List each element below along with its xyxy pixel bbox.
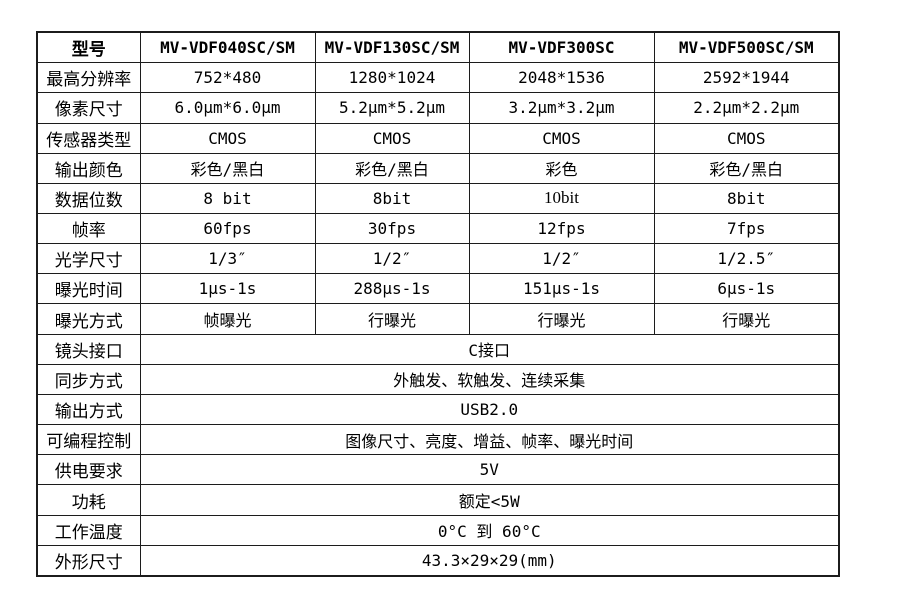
spec-cell: CMOS [653, 122, 840, 154]
column-header-model: MV-VDF300SC [468, 31, 655, 64]
model-label-header: 型号 [36, 31, 141, 64]
table-row: 最高分辨率 752*480 1280*1024 2048*1536 2592*1944 [36, 62, 840, 94]
spec-cell-span: 43.3×29×29(mm) [139, 544, 840, 577]
spec-cell: 行曝光 [653, 303, 840, 335]
spec-cell: 1μs-1s [139, 273, 316, 305]
column-header-model: MV-VDF500SC/SM [653, 31, 840, 64]
spec-cell: 2.2μm*2.2μm [653, 92, 840, 124]
row-label: 工作温度 [36, 514, 141, 546]
spec-cell-span: USB2.0 [139, 393, 840, 426]
spec-cell: 12fps [468, 213, 655, 245]
row-label: 曝光时间 [36, 273, 141, 305]
spec-table-body: 型号 MV-VDF040SC/SM MV-VDF130SC/SM MV-VDF300S… [36, 31, 840, 577]
spec-cell-span: C接口 [139, 333, 840, 365]
table-row: 可编程控制 图像尺寸、亮度、增益、帧率、曝光时间 [36, 424, 840, 456]
table-row: 帧率 60fps 30fps 12fps 7fps [36, 213, 840, 245]
spec-cell: 8bit [314, 182, 470, 215]
spec-cell: CMOS [314, 122, 470, 154]
spec-cell: 彩色 [468, 152, 655, 184]
spec-cell: 6μs-1s [653, 273, 840, 305]
camera-spec-table: 型号 MV-VDF040SC/SM MV-VDF130SC/SM MV-VDF300S… [36, 31, 840, 577]
table-row: 工作温度 0°C 到 60°C [36, 514, 840, 546]
camera-spec-table-container: 型号 MV-VDF040SC/SM MV-VDF130SC/SM MV-VDF300S… [36, 31, 840, 577]
table-row: 曝光时间 1μs-1s 288μs-1s 151μs-1s 6μs-1s [36, 273, 840, 305]
row-label: 像素尺寸 [36, 92, 141, 124]
spec-cell: 60fps [139, 213, 316, 245]
spec-cell: 8bit [653, 182, 840, 215]
row-label: 可编程控制 [36, 424, 141, 456]
column-header-model: MV-VDF040SC/SM [139, 31, 316, 64]
table-row: 供电要求 5V [36, 454, 840, 486]
spec-cell: 1/3″ [139, 243, 316, 275]
row-label: 镜头接口 [36, 333, 141, 365]
row-label: 功耗 [36, 484, 141, 516]
spec-cell: CMOS [139, 122, 316, 154]
spec-cell: 1/2″ [314, 243, 470, 275]
row-label: 输出方式 [36, 393, 141, 426]
spec-cell-span: 0°C 到 60°C [139, 514, 840, 546]
spec-cell: 1/2.5″ [653, 243, 840, 275]
spec-cell: 6.0μm*6.0μm [139, 92, 316, 124]
table-row: 镜头接口 C接口 [36, 333, 840, 365]
table-row: 同步方式 外触发、软触发、连续采集 [36, 363, 840, 395]
spec-cell: 行曝光 [468, 303, 655, 335]
spec-cell: 1280*1024 [314, 62, 470, 94]
spec-cell: 7fps [653, 213, 840, 245]
row-label: 外形尺寸 [36, 544, 141, 577]
row-label: 传感器类型 [36, 122, 141, 154]
table-row: 曝光方式 帧曝光 行曝光 行曝光 行曝光 [36, 303, 840, 335]
spec-cell: 1/2″ [468, 243, 655, 275]
spec-cell-span: 5V [139, 454, 840, 486]
row-label: 供电要求 [36, 454, 141, 486]
spec-cell: 2592*1944 [653, 62, 840, 94]
spec-cell: CMOS [468, 122, 655, 154]
spec-cell-span: 额定<5W [139, 484, 840, 516]
spec-cell: 10bit [468, 182, 655, 215]
spec-cell: 30fps [314, 213, 470, 245]
row-label: 帧率 [36, 213, 141, 245]
spec-cell: 彩色/黑白 [314, 152, 470, 184]
spec-cell: 151μs-1s [468, 273, 655, 305]
row-label: 最高分辨率 [36, 62, 141, 94]
table-row: 输出颜色 彩色/黑白 彩色/黑白 彩色 彩色/黑白 [36, 152, 840, 184]
row-label: 同步方式 [36, 363, 141, 395]
spec-cell: 行曝光 [314, 303, 470, 335]
row-label: 数据位数 [36, 182, 141, 215]
spec-cell: 288μs-1s [314, 273, 470, 305]
table-row: 像素尺寸 6.0μm*6.0μm 5.2μm*5.2μm 3.2μm*3.2μm 2.2… [36, 92, 840, 124]
spec-cell: 5.2μm*5.2μm [314, 92, 470, 124]
spec-cell: 彩色/黑白 [653, 152, 840, 184]
row-label: 光学尺寸 [36, 243, 141, 275]
table-row: 输出方式 USB2.0 [36, 393, 840, 426]
spec-cell: 2048*1536 [468, 62, 655, 94]
spec-cell: 帧曝光 [139, 303, 316, 335]
spec-cell: 752*480 [139, 62, 316, 94]
table-row: 传感器类型 CMOS CMOS CMOS CMOS [36, 122, 840, 154]
table-row: 功耗 额定<5W [36, 484, 840, 516]
spec-cell: 3.2μm*3.2μm [468, 92, 655, 124]
spec-cell: 8 bit [139, 182, 316, 215]
row-label: 曝光方式 [36, 303, 141, 335]
row-label: 输出颜色 [36, 152, 141, 184]
table-header-row: 型号 MV-VDF040SC/SM MV-VDF130SC/SM MV-VDF300S… [36, 31, 840, 64]
table-row: 外形尺寸 43.3×29×29(mm) [36, 544, 840, 577]
spec-cell: 彩色/黑白 [139, 152, 316, 184]
column-header-model: MV-VDF130SC/SM [314, 31, 470, 64]
table-row: 光学尺寸 1/3″ 1/2″ 1/2″ 1/2.5″ [36, 243, 840, 275]
spec-cell-span: 外触发、软触发、连续采集 [139, 363, 840, 395]
spec-cell-span: 图像尺寸、亮度、增益、帧率、曝光时间 [139, 424, 840, 456]
table-row: 数据位数 8 bit 8bit 10bit 8bit [36, 182, 840, 215]
